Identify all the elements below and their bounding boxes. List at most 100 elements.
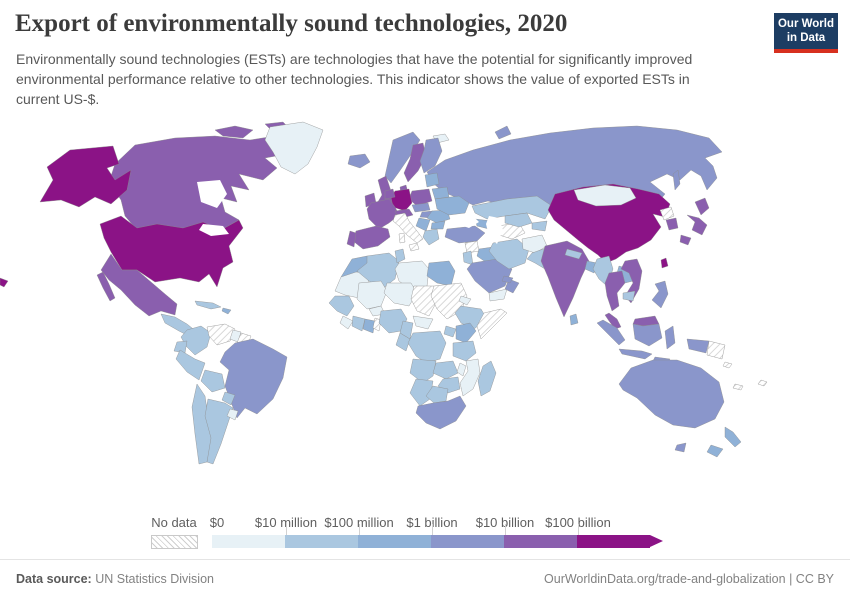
legend-segment[interactable] [577, 535, 650, 548]
legend-no-data-swatch[interactable] [151, 535, 198, 549]
country-philippines[interactable] [651, 280, 669, 309]
country-mongolia[interactable] [573, 184, 637, 207]
country-czech-slovakia[interactable] [411, 202, 431, 213]
country-central-african-republic[interactable] [412, 315, 434, 330]
country-paraguay[interactable] [221, 391, 236, 406]
country-sweden[interactable] [403, 142, 427, 183]
country-greece[interactable] [422, 228, 440, 246]
country-new-caledonia[interactable] [732, 383, 744, 391]
country-tunisia[interactable] [394, 248, 406, 264]
country-somalia[interactable] [476, 308, 508, 340]
country-uzbekistan[interactable] [504, 212, 533, 228]
country-ghana[interactable] [362, 318, 376, 334]
country-angola[interactable] [409, 358, 437, 384]
country-eritrea[interactable] [458, 295, 472, 306]
country-senegal-guinea[interactable] [328, 295, 355, 317]
country-indonesia-kalimantan[interactable] [632, 323, 663, 347]
country-ivory-coast[interactable] [351, 315, 366, 332]
country-new-zealand-south[interactable] [706, 444, 724, 458]
country-israel-jordan[interactable] [462, 250, 474, 266]
country-indonesia-sumatra[interactable] [596, 319, 626, 346]
country-bolivia[interactable] [200, 369, 226, 393]
country-spain[interactable] [352, 225, 391, 250]
country-brazil[interactable] [219, 338, 288, 419]
country-indonesia-java[interactable] [618, 348, 653, 360]
country-nepal[interactable] [564, 248, 583, 260]
country-thailand[interactable] [604, 270, 626, 312]
country-indonesia-sulawesi[interactable] [664, 325, 676, 350]
country-tanzania[interactable] [452, 340, 477, 362]
country-france[interactable] [366, 198, 400, 230]
country-poland[interactable] [408, 188, 433, 207]
country-canada[interactable] [214, 125, 254, 139]
country-zambia[interactable] [432, 360, 459, 380]
country-niger[interactable] [383, 282, 418, 307]
country-colombia[interactable] [180, 325, 212, 356]
owid-link[interactable]: OurWorldinData.org/trade-and-globalizati… [544, 572, 786, 586]
country-uruguay[interactable] [226, 408, 239, 421]
country-argentina[interactable] [204, 398, 234, 465]
country-syria[interactable] [464, 240, 480, 254]
legend-segment[interactable] [504, 535, 577, 548]
country-italy-sicily[interactable] [408, 242, 420, 252]
country-norway[interactable] [384, 131, 421, 184]
country-greenland[interactable] [264, 121, 324, 175]
country-south-korea[interactable] [665, 217, 679, 231]
country-yemen[interactable] [488, 288, 508, 302]
country-kazakhstan[interactable] [471, 195, 553, 220]
country-australia[interactable] [618, 359, 725, 429]
country-peru[interactable] [175, 349, 206, 381]
country-usa-alaska[interactable] [39, 145, 132, 208]
country-italy[interactable] [392, 212, 424, 244]
country-namibia[interactable] [409, 378, 434, 407]
country-egypt[interactable] [426, 260, 456, 287]
country-balkans[interactable] [415, 217, 431, 232]
country-australia-tasmania[interactable] [674, 442, 687, 453]
country-sri-lanka[interactable] [569, 313, 579, 326]
country-gabon-congo[interactable] [395, 332, 411, 352]
country-mexico[interactable] [96, 253, 178, 317]
country-new-zealand-north[interactable] [724, 426, 742, 448]
country-bulgaria[interactable] [430, 220, 446, 230]
country-uae[interactable] [501, 275, 514, 284]
country-japan[interactable] [679, 197, 710, 246]
country-finland[interactable] [419, 137, 443, 174]
country-benelux[interactable] [384, 188, 396, 200]
country-cuba[interactable] [194, 300, 222, 310]
country-papua-new-guinea[interactable] [706, 340, 726, 360]
country-russia-sakhalin[interactable] [672, 169, 681, 191]
country-portugal[interactable] [346, 230, 357, 248]
country-venezuela[interactable] [206, 323, 236, 346]
country-togo-benin[interactable] [372, 317, 382, 332]
country-baltics[interactable] [424, 172, 440, 188]
legend-segment[interactable] [431, 535, 504, 548]
country-belarus[interactable] [431, 186, 450, 200]
license-label[interactable]: CC BY [795, 572, 834, 586]
country-hispaniola[interactable] [221, 307, 232, 315]
country-north-korea[interactable] [659, 206, 675, 221]
country-solomon-islands[interactable] [722, 361, 733, 369]
country-kenya[interactable] [455, 322, 477, 344]
country-south-africa[interactable] [415, 395, 467, 430]
country-india[interactable] [540, 240, 590, 318]
legend-segment[interactable] [212, 535, 285, 548]
country-iceland[interactable] [347, 153, 371, 169]
country-taiwan[interactable] [660, 257, 669, 269]
country-iran[interactable] [488, 238, 530, 270]
country-mali[interactable] [356, 280, 388, 310]
country-uganda[interactable] [443, 325, 457, 338]
country-fiji[interactable] [757, 379, 768, 387]
country-mozambique[interactable] [459, 358, 481, 397]
country-usa-hawaii[interactable] [0, 277, 9, 288]
country-ukraine[interactable] [434, 195, 470, 216]
country-kyrgyzstan-tajikistan[interactable] [531, 220, 548, 232]
country-afghanistan[interactable] [521, 234, 548, 254]
country-china[interactable] [547, 183, 671, 264]
legend-segment[interactable] [358, 535, 431, 548]
country-cambodia[interactable] [622, 290, 636, 302]
country-turkey[interactable] [444, 225, 486, 244]
country-indonesia-papua[interactable] [686, 338, 710, 354]
country-madagascar[interactable] [477, 360, 497, 397]
legend-segment[interactable] [285, 535, 358, 548]
country-drc[interactable] [407, 330, 447, 364]
